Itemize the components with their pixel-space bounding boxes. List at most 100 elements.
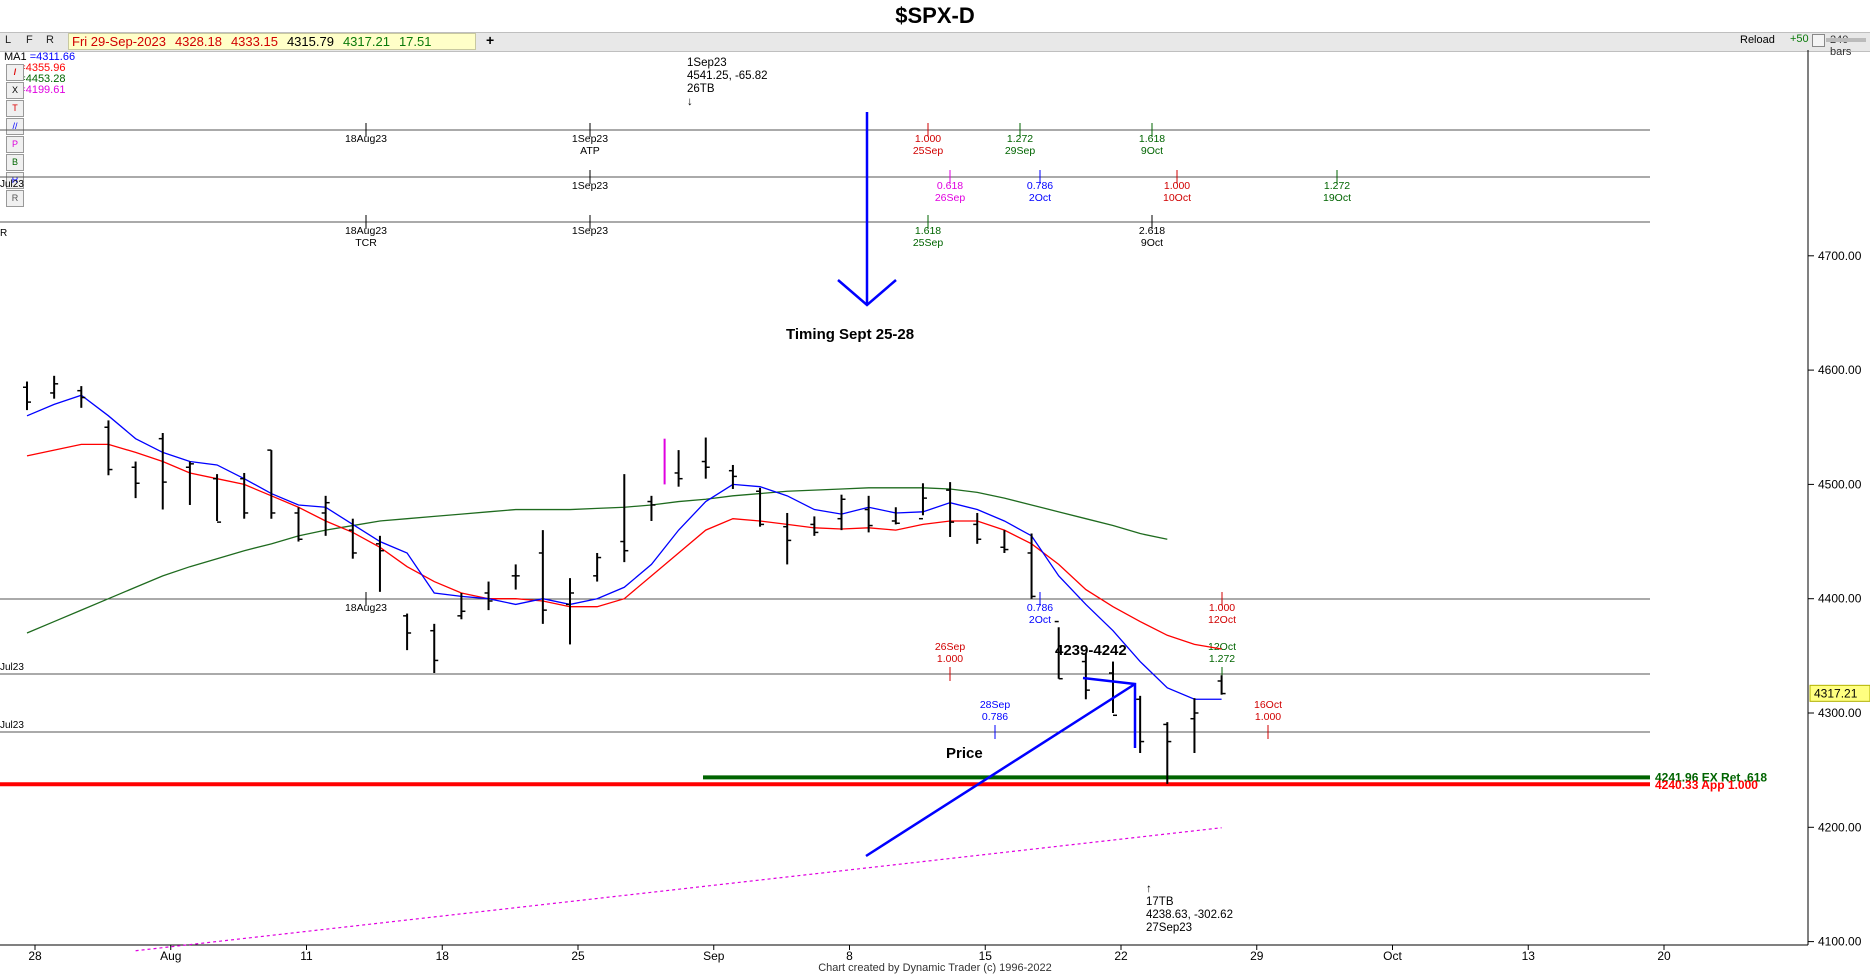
quote-high: 4333.15 (230, 34, 278, 49)
time-marker-label: 0.786 (982, 711, 1008, 723)
time-marker-label: 29Sep (1005, 145, 1036, 157)
time-marker-label: 1.272 (1324, 180, 1350, 192)
reload-button[interactable]: Reload (1740, 34, 1775, 46)
quote-box: Fri 29-Sep-2023 4328.18 4333.15 4315.79 4317… (68, 33, 476, 50)
price-tool-icon[interactable]: P (6, 136, 24, 153)
time-marker-label: 18Aug23 (345, 602, 387, 614)
annotation-sep27-low: 4238.63, -302.62 (1146, 909, 1233, 921)
x-tick-label: 29 (1250, 949, 1264, 963)
time-marker-label: 1.000 (937, 653, 963, 665)
add-symbol-button[interactable]: + (486, 32, 495, 48)
annotation-sep1-high: 26TB (687, 83, 715, 95)
quote-change: 17.51 (398, 34, 432, 49)
x-tick-label: 15 (979, 949, 993, 963)
time-marker-label: TCR (355, 237, 377, 249)
annotation-sep1-high: ↓ (687, 96, 693, 108)
time-marker-label: 10Oct (1163, 192, 1191, 204)
chart-title: $SPX-D (895, 3, 975, 28)
line-button[interactable]: L (5, 34, 12, 46)
x-tick-label: 11 (300, 949, 313, 963)
time-marker-label: 1.000 (1209, 602, 1235, 614)
parallel-tool-icon[interactable]: // (6, 118, 24, 135)
time-marker-label: 26Sep (935, 192, 966, 204)
x-tick-label: 8 (846, 949, 853, 963)
ma-magenta-line (135, 827, 1222, 952)
quote-date: Fri 29-Sep-2023 (72, 34, 166, 49)
annotation-sep27-low: 17TB (1146, 896, 1174, 908)
price-arrow-head (1082, 676, 1137, 748)
y-tick-label: 4400.00 (1818, 592, 1862, 606)
fib-button[interactable]: F (26, 34, 33, 46)
x-tick-label: Sep (703, 949, 725, 963)
reload-letter-button[interactable]: R (46, 34, 54, 46)
time-marker-label: 16Oct (1254, 699, 1282, 711)
time-marker-label: 18Aug23 (345, 225, 387, 237)
time-marker-label: 12Oct (1208, 614, 1236, 626)
horizontal-scrollbar[interactable] (1826, 38, 1866, 42)
x-tick-label: 25 (571, 949, 585, 963)
time-marker-label: 1Sep23 (572, 180, 608, 192)
time-marker-label: 1.000 (1164, 180, 1190, 192)
time-marker-label: 1.618 (1139, 133, 1165, 145)
y-tick-label: 4600.00 (1818, 363, 1862, 377)
ma-green-line (26, 487, 1168, 634)
time-marker-label: 1.618 (915, 225, 941, 237)
credit-line: Chart created by Dynamic Trader (c) 1996… (818, 962, 1052, 974)
ma-red-line (26, 443, 1222, 650)
time-tool-icon[interactable]: T (6, 100, 24, 117)
time-marker-label: 1.272 (1007, 133, 1033, 145)
x-tick-label: 13 (1522, 949, 1536, 963)
retrace-tool-icon[interactable]: R (6, 190, 24, 207)
time-band-left-label: Jul23 (0, 720, 24, 731)
ratio-tool-icon[interactable]: R (6, 172, 24, 189)
x-tick-label: Aug (160, 949, 181, 963)
hline-label-red: 4240.33 App 1.000 (1655, 778, 1758, 792)
ma-green-value: =4453.28 (19, 73, 66, 85)
hline-label-green: 4241.96 EX Ret .618 (1655, 770, 1767, 784)
ma-legend: MA1 =4311.66 =4355.96 =4453.28 =4199.61 (4, 52, 75, 96)
x-tick-label: 28 (28, 949, 42, 963)
annotation-price-range: 4239-4242 (1055, 642, 1127, 659)
price-arrow-shaft (865, 682, 1136, 858)
time-band-left-label: Jul23 (0, 179, 24, 190)
time-marker-label: 0.618 (937, 180, 963, 192)
delete-tool-icon[interactable]: X (6, 82, 24, 99)
y-tick-label: 4300.00 (1818, 706, 1862, 720)
annotation-sep27-low: 27Sep23 (1146, 922, 1192, 934)
time-marker-label: 28Sep (980, 699, 1011, 711)
trendline-tool-icon[interactable]: / (6, 64, 24, 81)
time-marker-label: 2.618 (1139, 225, 1165, 237)
bar-tool-icon[interactable]: B (6, 154, 24, 171)
time-marker-label: 9Oct (1141, 237, 1163, 249)
ma-blue-value: =4311.66 (29, 51, 76, 63)
x-tick-label: 18 (436, 949, 450, 963)
time-marker-label: ATP (580, 145, 600, 157)
quote-open: 4328.18 (174, 34, 222, 49)
time-marker-label: 1Sep23 (572, 225, 608, 237)
ma-red-value: =4355.96 (19, 62, 66, 74)
ma-blue-line (26, 394, 1222, 700)
last-price-box (1809, 684, 1870, 702)
scroll-toggle[interactable] (1812, 34, 1825, 47)
drawing-toolbar: / X T // P B R R (6, 64, 26, 208)
time-marker-label: 25Sep (913, 145, 944, 157)
annotation-sep1-high: 4541.25, -65.82 (687, 70, 768, 82)
left-edge-label: R (0, 228, 7, 239)
time-marker-label: 1.000 (915, 133, 941, 145)
annotation-timing: Timing Sept 25-28 (786, 326, 914, 343)
time-marker-label: 12Oct (1208, 641, 1236, 653)
time-marker-label: 1Sep23 (572, 133, 608, 145)
annotation-price: Price (946, 745, 983, 762)
time-marker-label: 1.272 (1209, 653, 1235, 665)
time-marker-label: 2Oct (1029, 614, 1051, 626)
time-marker-label: 19Oct (1323, 192, 1351, 204)
x-tick-label: 22 (1114, 949, 1128, 963)
last-price-label: 4317.21 (1814, 686, 1858, 700)
time-marker-label: 25Sep (913, 237, 944, 249)
annotation-sep1-high: 1Sep23 (687, 57, 727, 69)
ma-label: MA1 (4, 51, 27, 63)
x-tick-label: Oct (1383, 949, 1402, 963)
plus50-button[interactable]: +50 (1790, 33, 1809, 45)
